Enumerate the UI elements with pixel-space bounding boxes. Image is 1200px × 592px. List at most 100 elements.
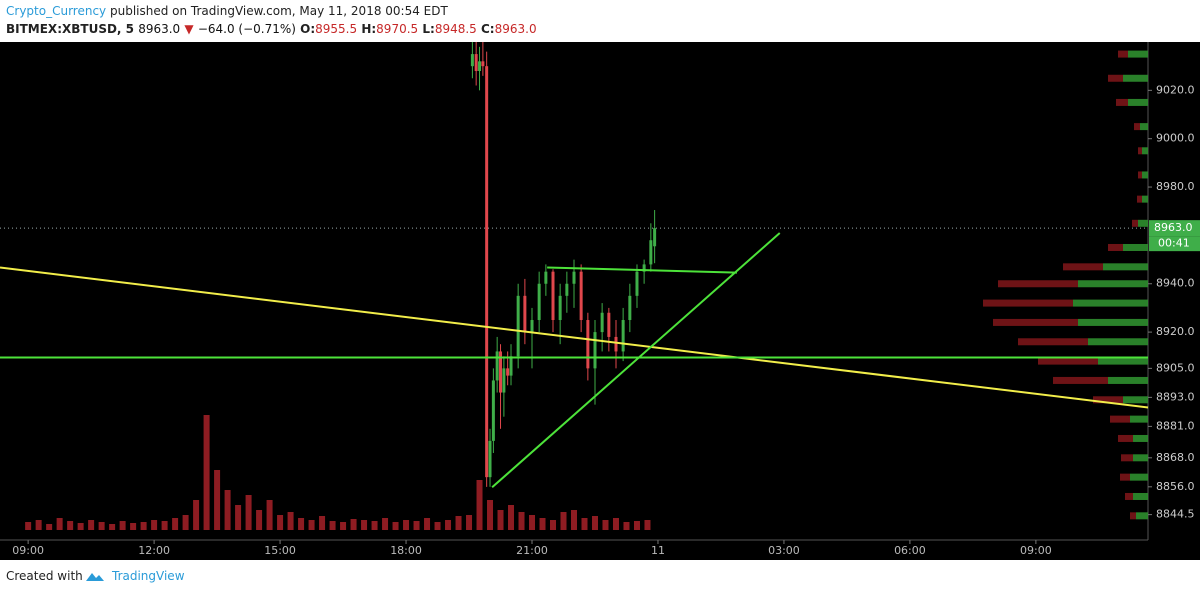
profile-up bbox=[1130, 473, 1148, 481]
volume-bar bbox=[277, 515, 284, 530]
profile-down bbox=[1134, 123, 1140, 131]
profile-down bbox=[1093, 396, 1123, 404]
profile-up bbox=[1128, 50, 1148, 58]
logo-icon bbox=[86, 573, 104, 581]
candle-body bbox=[470, 54, 474, 67]
candle-body bbox=[628, 295, 632, 321]
x-tick-label: 15:00 bbox=[264, 544, 296, 557]
profile-down bbox=[1138, 171, 1142, 179]
volume-bar bbox=[287, 512, 294, 530]
volume-bar bbox=[266, 500, 273, 530]
candle-body bbox=[481, 61, 485, 67]
author[interactable]: Crypto_Currency bbox=[6, 4, 107, 18]
candle-body bbox=[499, 351, 503, 393]
x-tick-label: 12:00 bbox=[138, 544, 170, 557]
profile-up bbox=[1136, 512, 1148, 520]
volume-bar bbox=[581, 518, 588, 530]
arrow: ▼ bbox=[184, 22, 194, 36]
volume-bar bbox=[340, 522, 347, 530]
trend-line bbox=[491, 232, 781, 489]
profile-down bbox=[1121, 454, 1133, 462]
header: Crypto_Currency published on TradingView… bbox=[0, 0, 1200, 42]
volume-bar bbox=[67, 521, 74, 530]
x-tick-label: 06:00 bbox=[894, 544, 926, 557]
x-tick-label: 18:00 bbox=[390, 544, 422, 557]
volume-bar bbox=[371, 521, 378, 530]
volume-bar bbox=[182, 515, 189, 530]
profile-down bbox=[1125, 492, 1133, 500]
candle-body bbox=[642, 264, 646, 272]
volume-bar bbox=[256, 510, 263, 530]
volume-bar bbox=[161, 521, 168, 530]
candle-body bbox=[530, 320, 534, 333]
volume-bar bbox=[56, 518, 63, 530]
candle-body bbox=[544, 271, 548, 284]
profile-up bbox=[1138, 219, 1148, 227]
profile-up bbox=[1078, 280, 1148, 288]
trend-line bbox=[547, 266, 737, 274]
volume-bar bbox=[529, 515, 536, 530]
profile-up bbox=[1142, 195, 1148, 203]
y-tick-label: 8940.0 bbox=[1156, 277, 1195, 290]
candle-body bbox=[478, 61, 482, 72]
y-tick-label: 8856.0 bbox=[1156, 480, 1195, 493]
volume-bar bbox=[130, 523, 137, 530]
volume-bar bbox=[109, 524, 116, 530]
candle-body bbox=[565, 283, 569, 296]
volume-bar bbox=[308, 520, 315, 530]
candle-body bbox=[593, 332, 597, 369]
countdown: 00:41 bbox=[1158, 237, 1190, 250]
footer-brand[interactable]: TradingView bbox=[112, 569, 185, 583]
candle-body bbox=[558, 295, 562, 321]
y-tick-label: 9000.0 bbox=[1156, 132, 1195, 145]
profile-up bbox=[1128, 98, 1148, 106]
volume-bar bbox=[140, 522, 147, 530]
volume-bar bbox=[214, 470, 221, 530]
chart: 9020.0 9000.0 8980.0 8940.0 8920.0 8905.0 8893… bbox=[0, 42, 1200, 560]
last-price-label: 8963.0 bbox=[1154, 221, 1193, 234]
candle-body bbox=[491, 380, 495, 441]
volume-bar bbox=[235, 505, 242, 530]
volume-bar bbox=[550, 520, 557, 530]
profile-up bbox=[1133, 492, 1148, 500]
candle-body bbox=[488, 440, 492, 478]
candle-body bbox=[516, 295, 520, 357]
countdown-box bbox=[1149, 236, 1200, 252]
volume-bar bbox=[644, 520, 651, 530]
profile-down bbox=[1116, 98, 1128, 106]
c: 8963.0 bbox=[494, 22, 537, 36]
candle-body bbox=[537, 283, 541, 321]
x-tick-label: 09:00 bbox=[1020, 544, 1052, 557]
profile-up bbox=[1073, 299, 1148, 307]
volume-bar bbox=[298, 518, 305, 530]
trend-line bbox=[0, 266, 1149, 409]
volume-bar bbox=[413, 521, 420, 530]
volume-bar bbox=[35, 520, 42, 530]
x-tick-label: 03:00 bbox=[768, 544, 800, 557]
volume-bar bbox=[203, 415, 210, 530]
profile-down bbox=[993, 318, 1078, 326]
h: 8970.5 bbox=[376, 22, 419, 36]
volume-bar bbox=[319, 516, 326, 530]
candle-body bbox=[485, 66, 489, 478]
o-label: O: bbox=[300, 22, 316, 36]
volume-bar bbox=[466, 515, 473, 530]
volume-bar bbox=[392, 522, 399, 530]
profile-down bbox=[1063, 263, 1103, 271]
profile-up bbox=[1123, 74, 1148, 82]
profile-down bbox=[1110, 415, 1130, 423]
volume-bar bbox=[476, 480, 483, 530]
volume-bar bbox=[508, 505, 515, 530]
profile-up bbox=[1123, 396, 1148, 404]
volume-bar bbox=[445, 520, 452, 530]
profile-down bbox=[1137, 195, 1142, 203]
x-tick-label: 21:00 bbox=[516, 544, 548, 557]
volume-bar bbox=[88, 520, 95, 530]
volume-bar bbox=[193, 500, 200, 530]
profile-up bbox=[1098, 357, 1148, 365]
profile-down bbox=[1130, 512, 1136, 520]
profile-up bbox=[1133, 454, 1148, 462]
y-tick-label: 8980.0 bbox=[1156, 180, 1195, 193]
candle-body bbox=[614, 336, 618, 352]
